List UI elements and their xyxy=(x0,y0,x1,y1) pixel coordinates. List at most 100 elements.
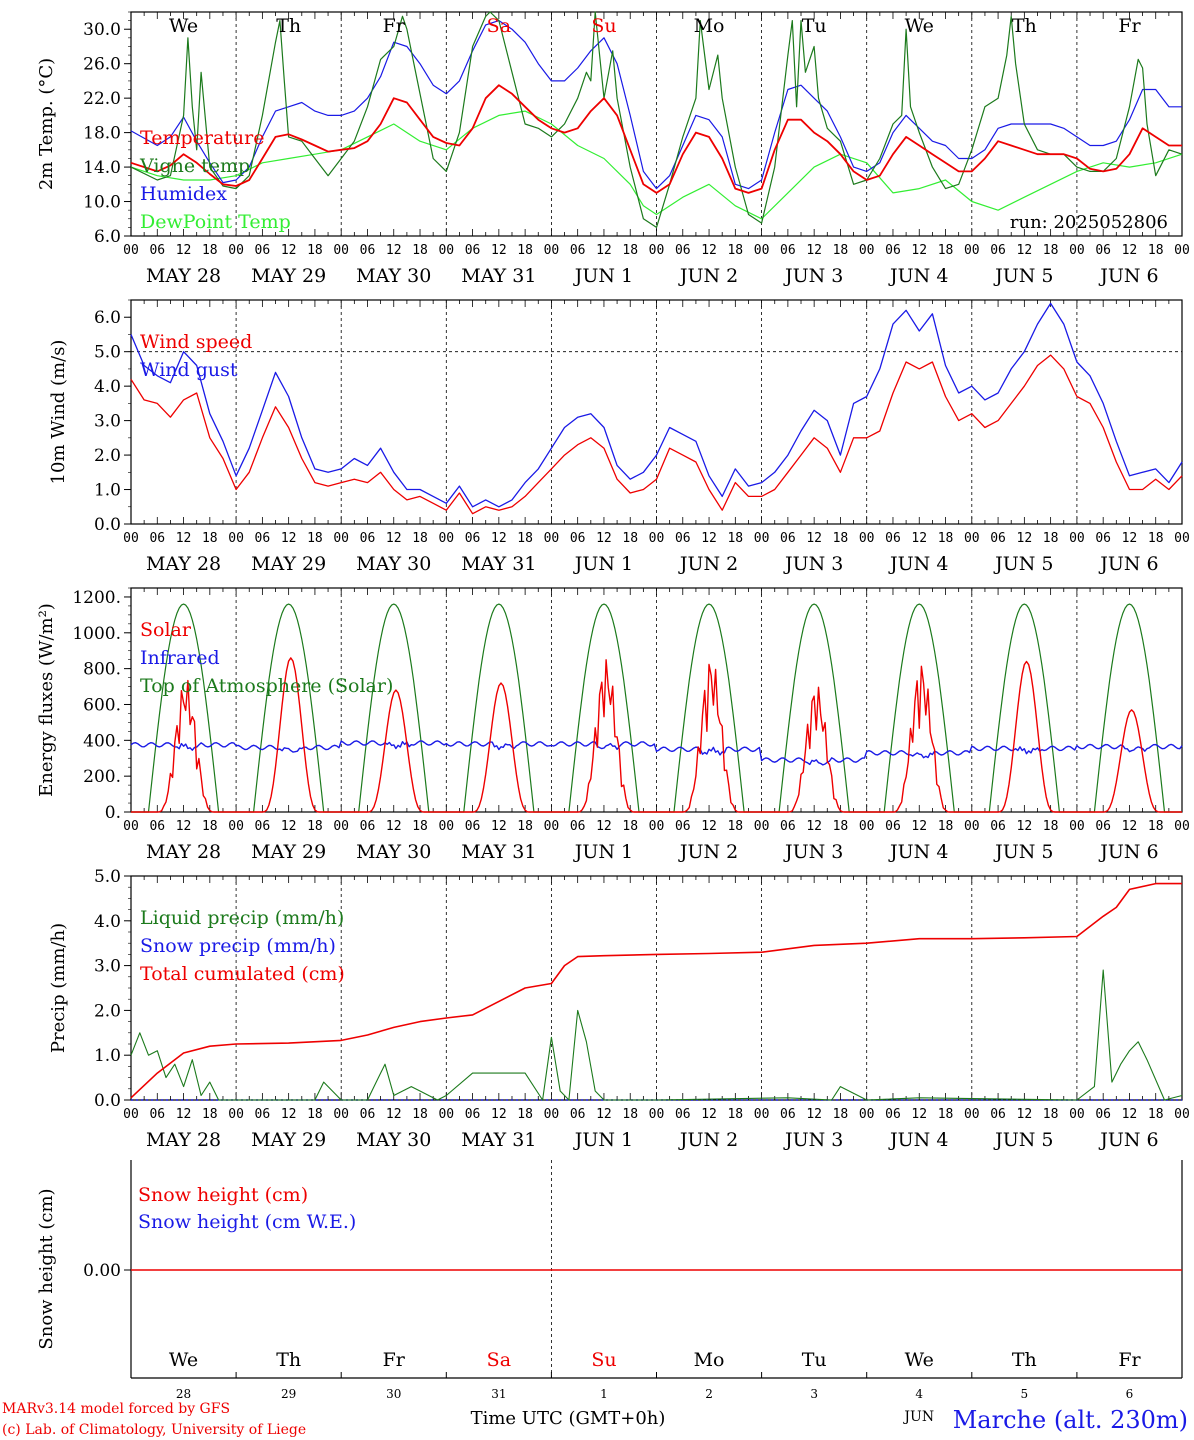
legend-entry: Infrared xyxy=(140,647,220,669)
date-label: JUN 1 xyxy=(573,553,633,575)
hour-tick-label: 00 xyxy=(544,1107,560,1122)
hour-tick-label: 12 xyxy=(176,819,192,834)
hour-tick-label: 18 xyxy=(833,243,849,258)
lab-credit: (c) Lab. of Climatology, University of L… xyxy=(2,1422,306,1438)
y-axis-label: Snow height (cm) xyxy=(36,1188,57,1349)
hour-tick-label: 06 xyxy=(675,1107,691,1122)
hour-tick-label: 12 xyxy=(491,819,507,834)
date-label: JUN 6 xyxy=(1098,553,1158,575)
date-label: JUN 3 xyxy=(783,553,843,575)
date-label: JUN 2 xyxy=(678,841,738,863)
date-label: JUN 5 xyxy=(993,1129,1053,1151)
y-tick-label: 1.0 xyxy=(94,1046,121,1066)
hour-tick-label: 06 xyxy=(570,819,586,834)
weekday-label: Tu xyxy=(802,1349,827,1371)
hour-tick-label: 06 xyxy=(465,1107,481,1122)
hour-tick-label: 00 xyxy=(544,243,560,258)
hour-tick-label: 06 xyxy=(360,819,376,834)
date-label: JUN 3 xyxy=(783,1129,843,1151)
hour-tick-label: 12 xyxy=(1017,531,1033,546)
legend-entry: Snow height (cm W.E.) xyxy=(138,1211,356,1233)
hour-tick-label: 18 xyxy=(1043,819,1059,834)
hour-tick-label: 12 xyxy=(281,1107,297,1122)
hour-tick-label: 00 xyxy=(964,819,980,834)
hour-tick-label: 00 xyxy=(964,1107,980,1122)
hour-tick-label: 18 xyxy=(833,1107,849,1122)
y-tick-label: 1.0 xyxy=(94,481,121,501)
hour-tick-label: 18 xyxy=(307,1107,323,1122)
hour-tick-label: 06 xyxy=(885,243,901,258)
weekday-label: We xyxy=(169,1349,198,1371)
hour-tick-label: 12 xyxy=(386,531,402,546)
hour-tick-label: 06 xyxy=(570,531,586,546)
weekday-label: Th xyxy=(276,15,301,37)
hour-tick-label: 00 xyxy=(123,531,139,546)
y-tick-label: 22.0 xyxy=(83,89,121,109)
hour-tick-label: 00 xyxy=(438,531,454,546)
date-label: JUN 2 xyxy=(678,553,738,575)
date-label: MAY 31 xyxy=(461,553,536,575)
y-tick-label: 6.0 xyxy=(94,227,121,247)
hour-tick-label: 12 xyxy=(1122,243,1138,258)
hour-tick-label: 12 xyxy=(1122,531,1138,546)
hour-tick-label: 12 xyxy=(176,1107,192,1122)
hour-tick-label: 00 xyxy=(228,1107,244,1122)
hour-tick-label: 00 xyxy=(859,243,875,258)
date-label: MAY 29 xyxy=(251,553,326,575)
hour-tick-label: 00 xyxy=(228,819,244,834)
hour-tick-label: 12 xyxy=(806,819,822,834)
hour-tick-label: 12 xyxy=(911,1107,927,1122)
hour-tick-label: 18 xyxy=(202,819,218,834)
hour-tick-label: 18 xyxy=(938,531,954,546)
date-label: MAY 30 xyxy=(356,553,431,575)
hour-tick-label: 00 xyxy=(754,1107,770,1122)
x-axis-label: Time UTC (GMT+0h) xyxy=(471,1408,666,1429)
y-axis-label: Energy fluxes (W/m²) xyxy=(36,603,57,797)
hour-tick-label: 12 xyxy=(491,1107,507,1122)
hour-tick-label: 00 xyxy=(1069,243,1085,258)
date-label: JUN 4 xyxy=(888,265,948,287)
series-line xyxy=(130,11,1183,228)
hour-tick-label: 00 xyxy=(754,819,770,834)
hour-tick-label: 00 xyxy=(544,819,560,834)
hour-tick-label: 00 xyxy=(859,531,875,546)
legend-entry: Snow precip (mm/h) xyxy=(140,935,336,957)
y-tick-label: 2.0 xyxy=(94,446,121,466)
hour-tick-label: 18 xyxy=(412,1107,428,1122)
hour-tick-label: 12 xyxy=(281,531,297,546)
y-axis-label: 10m Wind (m/s) xyxy=(48,340,69,485)
series-line xyxy=(130,302,1183,508)
weekday-label: Tu xyxy=(802,15,827,37)
weekday-label: We xyxy=(905,1349,934,1371)
series-line xyxy=(130,882,1182,1099)
weekday-label: Th xyxy=(276,1349,301,1371)
hour-tick-label: 00 xyxy=(438,1107,454,1122)
date-label: JUN 5 xyxy=(993,265,1053,287)
y-tick-label: 400. xyxy=(83,731,121,751)
hour-tick-label: 12 xyxy=(1017,819,1033,834)
y-tick-label: 200. xyxy=(83,767,121,787)
weekday-label: Su xyxy=(591,15,616,37)
hour-tick-label: 18 xyxy=(412,243,428,258)
series-line xyxy=(131,657,1182,813)
y-tick-label: 6.0 xyxy=(94,308,121,328)
hour-tick-label: 12 xyxy=(386,1107,402,1122)
date-label: JUN 1 xyxy=(573,841,633,863)
hour-tick-label: 06 xyxy=(360,1107,376,1122)
weekday-label: Th xyxy=(1012,15,1037,37)
hour-tick-label: 00 xyxy=(649,243,665,258)
y-tick-label: 800. xyxy=(83,660,121,680)
day-number-label: 2 xyxy=(705,1387,713,1401)
series-line xyxy=(130,84,1182,194)
hour-tick-label: 06 xyxy=(255,531,271,546)
y-tick-label: 14.0 xyxy=(83,158,121,178)
weekday-label: Fr xyxy=(383,15,406,37)
date-label: JUN 2 xyxy=(678,1129,738,1151)
hour-tick-label: 06 xyxy=(360,243,376,258)
hour-tick-label: 06 xyxy=(570,1107,586,1122)
hour-tick-label: 00 xyxy=(859,819,875,834)
hour-tick-label: 12 xyxy=(281,819,297,834)
hour-tick-label: 12 xyxy=(911,819,927,834)
hour-tick-label: 06 xyxy=(255,1107,271,1122)
weekday-label: Fr xyxy=(383,1349,406,1371)
